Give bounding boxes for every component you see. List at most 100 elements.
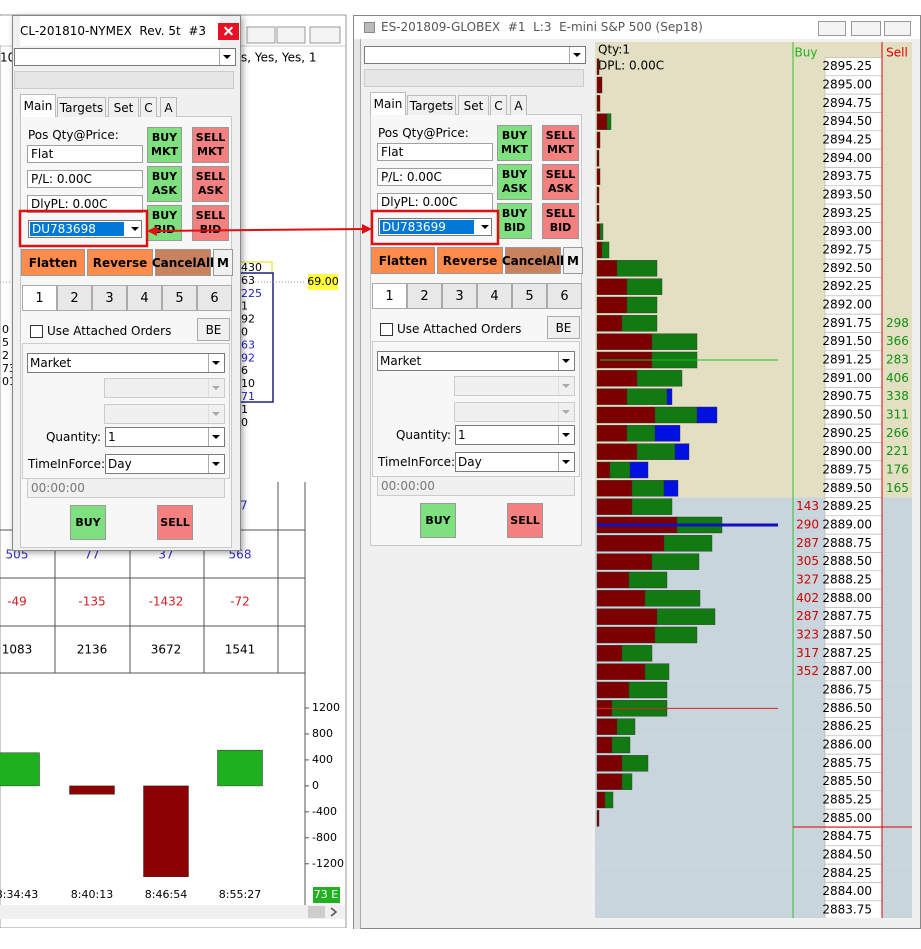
price-label: 2891.00 bbox=[822, 371, 872, 385]
text-field: DlyPL: 0.00C bbox=[377, 193, 493, 211]
tab[interactable]: C bbox=[140, 97, 157, 117]
slot-button[interactable]: 4 bbox=[127, 285, 162, 311]
slot-button[interactable]: 2 bbox=[57, 285, 92, 311]
tab[interactable]: Set bbox=[458, 95, 489, 115]
symbol-combo[interactable] bbox=[364, 46, 586, 64]
dropdown-arrow bbox=[481, 225, 489, 229]
action-button[interactable]: CancelAll bbox=[152, 249, 214, 276]
dropdown-arrow bbox=[212, 361, 220, 365]
action-button[interactable]: Flatten bbox=[371, 247, 435, 274]
buy-button[interactable]: BUY MKT bbox=[147, 127, 182, 163]
quantity-label: Quantity: bbox=[395, 428, 451, 442]
volume-segment bbox=[596, 296, 628, 314]
disabled-combo[interactable] bbox=[104, 378, 225, 398]
sell-order-button[interactable]: SELL bbox=[157, 505, 193, 540]
slot-button[interactable]: 6 bbox=[197, 285, 232, 311]
tab[interactable]: A bbox=[160, 97, 177, 117]
edge-fragment: 2 bbox=[2, 349, 9, 362]
order-type-combo[interactable]: Market bbox=[377, 351, 575, 371]
sell-header: Sell bbox=[886, 46, 908, 60]
ladder-fragment: 92 bbox=[241, 313, 255, 326]
be-button[interactable]: BE bbox=[547, 316, 580, 339]
account-combo[interactable]: DU783698 bbox=[28, 220, 142, 238]
row-background bbox=[882, 699, 912, 718]
be-button[interactable]: BE bbox=[197, 318, 230, 341]
tab[interactable]: Main bbox=[370, 92, 406, 115]
sell-order-button[interactable]: SELL bbox=[507, 503, 543, 538]
volume-segment bbox=[596, 278, 628, 295]
table-cell: 1541 bbox=[225, 643, 256, 657]
tif-combo[interactable]: Day bbox=[455, 452, 575, 472]
order-type-combo[interactable]: Market bbox=[27, 353, 225, 373]
price-label: 2890.00 bbox=[822, 444, 872, 458]
buy-button[interactable]: BUY BID bbox=[147, 205, 182, 241]
buy-button[interactable]: BUY BID bbox=[497, 203, 532, 239]
window-button[interactable] bbox=[851, 21, 881, 36]
action-button[interactable]: Flatten bbox=[21, 249, 85, 276]
sell-button[interactable]: SELL BID bbox=[542, 203, 579, 239]
buy-order-button[interactable]: BUY bbox=[70, 505, 106, 540]
table-cell: -1432 bbox=[149, 595, 184, 609]
frame-edge bbox=[354, 39, 361, 929]
volume-segment bbox=[621, 645, 653, 662]
volume-segment bbox=[596, 498, 633, 515]
action-button[interactable]: M bbox=[563, 247, 583, 274]
tab[interactable]: Main bbox=[20, 94, 56, 117]
sell-button[interactable]: SELL MKT bbox=[192, 127, 229, 163]
row-background bbox=[595, 149, 825, 168]
tif-combo[interactable]: Day bbox=[105, 454, 225, 474]
dropdown-arrow bbox=[223, 55, 231, 59]
row-background bbox=[882, 589, 912, 608]
combo-text: 1 bbox=[458, 428, 466, 442]
buy-button[interactable]: BUY MKT bbox=[497, 125, 532, 161]
sell-button[interactable]: SELL MKT bbox=[542, 125, 579, 161]
action-button[interactable]: CancelAll bbox=[502, 247, 564, 274]
slot-button[interactable]: 5 bbox=[162, 285, 197, 311]
tab[interactable]: Set bbox=[108, 97, 139, 117]
disabled-combo[interactable] bbox=[454, 402, 575, 422]
action-button[interactable]: Reverse bbox=[87, 249, 153, 276]
action-button[interactable]: Reverse bbox=[437, 247, 503, 274]
tab[interactable]: C bbox=[490, 95, 507, 115]
slot-button[interactable]: 1 bbox=[372, 283, 407, 309]
sell-button[interactable]: SELL BID bbox=[192, 205, 229, 241]
buy-button[interactable]: BUY ASK bbox=[497, 164, 532, 200]
slot-button[interactable]: 4 bbox=[477, 283, 512, 309]
slot-button[interactable]: 3 bbox=[92, 285, 127, 311]
tab[interactable]: Targets bbox=[57, 97, 106, 117]
quantity-combo[interactable]: 1 bbox=[105, 427, 225, 447]
row-background bbox=[595, 809, 825, 828]
checkbox[interactable] bbox=[380, 323, 393, 336]
symbol-combo[interactable] bbox=[14, 48, 236, 66]
slot-button[interactable]: 3 bbox=[442, 283, 477, 309]
slot-button[interactable]: 1 bbox=[22, 285, 57, 311]
buy-button[interactable]: BUY ASK bbox=[147, 166, 182, 202]
sell-button[interactable]: SELL ASK bbox=[542, 164, 579, 200]
row-background bbox=[882, 479, 912, 498]
window-button[interactable] bbox=[884, 21, 911, 36]
account-combo[interactable]: DU783699 bbox=[378, 218, 492, 236]
close-button[interactable] bbox=[218, 23, 239, 40]
ladder-fragment: 1 bbox=[241, 300, 248, 313]
volume-segment bbox=[696, 406, 718, 424]
price-label: 2889.00 bbox=[822, 517, 872, 531]
slot-button[interactable]: 6 bbox=[547, 283, 582, 309]
action-button[interactable]: M bbox=[213, 249, 233, 276]
slot-button[interactable]: 5 bbox=[512, 283, 547, 309]
quantity-combo[interactable]: 1 bbox=[455, 425, 575, 445]
checkbox[interactable] bbox=[30, 325, 43, 338]
row-background bbox=[882, 497, 912, 516]
table-cell: 505 bbox=[6, 548, 29, 562]
disabled-combo[interactable] bbox=[454, 376, 575, 396]
tab[interactable]: A bbox=[510, 95, 527, 115]
row-background bbox=[882, 680, 912, 700]
price-label: 2889.75 bbox=[822, 462, 872, 476]
window-button[interactable] bbox=[818, 21, 846, 36]
buy-order-button[interactable]: BUY bbox=[420, 503, 456, 538]
buy-header: Buy bbox=[795, 46, 818, 60]
slot-button[interactable]: 2 bbox=[407, 283, 442, 309]
sell-button[interactable]: SELL ASK bbox=[192, 166, 229, 202]
row-background bbox=[882, 112, 912, 131]
disabled-combo[interactable] bbox=[104, 404, 225, 424]
tab[interactable]: Targets bbox=[407, 95, 456, 115]
